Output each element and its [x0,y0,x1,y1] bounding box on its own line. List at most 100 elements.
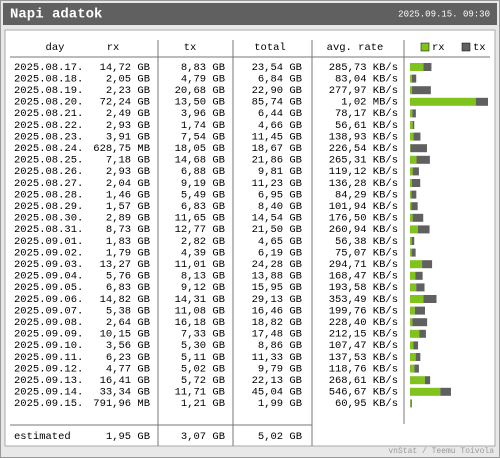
tx-bar [411,248,416,257]
day-cell: 2025.08.26. [14,166,83,178]
tx-bar [412,318,428,327]
day-cell: 2025.09.05. [14,282,83,294]
rx-bar [410,155,417,164]
total-cell: 11,33 GB [252,352,302,364]
day-cell: 2025.08.20. [14,97,83,109]
total-cell: 16,46 GB [252,305,302,317]
rx-bar [410,341,414,350]
rx-cell: 2,49 GB [106,108,150,120]
rx-bar [410,283,417,292]
tx-bar [412,86,431,95]
total-cell: 21,50 GB [252,224,302,236]
rx-cell: 2,23 GB [106,85,150,97]
day-cell: 2025.09.03. [14,259,83,271]
tx-bar [411,74,417,83]
total-cell: 8,86 GB [258,340,302,352]
rx-cell: 2,64 GB [106,317,150,329]
tx-bar [411,179,421,187]
tx-cell: 7,54 GB [181,131,225,143]
total-cell: 22,90 GB [252,85,302,97]
rx-cell: 16,41 GB [100,375,150,387]
rx-cell: 791,96 MB [93,398,150,410]
tx-cell: 14,68 GB [175,155,225,167]
total-cell: 6,95 GB [258,189,302,201]
column-header: day [46,42,65,54]
total-cell: 4,65 GB [258,236,302,248]
tx-bar [414,364,419,373]
rx-bar [410,86,413,95]
total-cell: 21,86 GB [252,155,302,167]
avg-rate-cell: 107,47 KB/s [329,340,398,352]
total-cell: 23,54 GB [252,62,302,74]
tx-bar [410,144,427,153]
rx-bar [410,329,420,338]
rx-cell: 5,38 GB [106,305,150,317]
rx-bar [410,109,413,118]
header-title: Napi adatok [10,7,102,23]
rx-bar [410,225,418,234]
rx-cell: 6,83 GB [106,282,150,294]
tx-bar [414,306,425,315]
estimated-tx: 3,07 GB [181,431,225,443]
avg-rate-cell: 260,94 KB/s [329,224,398,236]
total-cell: 6,19 GB [258,247,302,259]
total-cell: 9,79 GB [258,363,302,375]
avg-rate-cell: 101,94 KB/s [329,201,398,213]
day-cell: 2025.09.06. [14,294,83,306]
avg-rate-cell: 168,47 KB/s [329,271,398,283]
day-cell: 2025.09.14. [14,387,83,399]
estimated-rx: 1,95 GB [106,431,150,443]
rx-cell: 5,76 GB [106,271,150,283]
day-cell: 2025.09.07. [14,305,83,317]
rx-bar [410,399,411,408]
tx-cell: 11,71 GB [175,387,225,399]
tx-cell: 12,77 GB [175,224,225,236]
tx-bar [475,97,488,106]
rx-bar [410,179,412,187]
avg-rate-cell: 353,49 KB/s [329,294,398,306]
day-cell: 2025.08.27. [14,178,83,190]
rx-bar [410,318,413,327]
avg-rate-cell: 294,71 KB/s [329,259,398,271]
tx-cell: 9,12 GB [181,282,225,294]
avg-rate-cell: 212,15 KB/s [329,329,398,341]
day-cell: 2025.08.21. [14,108,83,120]
day-cell: 2025.09.01. [14,236,83,248]
day-cell: 2025.09.13. [14,375,83,387]
tx-bar [419,329,426,338]
rx-cell: 3,91 GB [106,131,150,143]
tx-cell: 4,79 GB [181,73,225,85]
rx-cell: 1,57 GB [106,201,150,213]
day-cell: 2025.08.19. [14,85,83,97]
total-cell: 1,99 GB [258,398,302,410]
tx-bar [416,283,425,292]
rx-bar [410,190,412,199]
tx-bar [411,190,417,199]
tx-cell: 16,18 GB [175,317,225,329]
tx-bar [424,376,431,385]
day-cell: 2025.08.30. [14,213,83,225]
tx-cell: 5,72 GB [181,375,225,387]
rx-bar [410,63,424,71]
day-cell: 2025.09.08. [14,317,83,329]
rx-bar [410,132,414,141]
tx-cell: 5,30 GB [181,340,225,352]
tx-bar [423,295,437,303]
rx-bar [410,260,423,269]
rx-cell: 10,15 GB [100,329,150,341]
column-header: tx [184,42,197,54]
rx-cell: 13,27 GB [100,259,150,271]
rx-cell: 14,72 GB [100,62,150,74]
day-cell: 2025.09.09. [14,329,83,341]
rx-bar [410,213,413,222]
tx-cell: 6,83 GB [181,201,225,213]
avg-rate-cell: 199,76 KB/s [329,305,398,317]
avg-rate-cell: 137,53 KB/s [329,352,398,364]
rx-cell: 14,82 GB [100,294,150,306]
total-cell: 15,95 GB [252,282,302,294]
tx-cell: 7,33 GB [181,329,225,341]
day-cell: 2025.09.10. [14,340,83,352]
rx-cell: 628,75 MB [93,143,150,155]
day-cell: 2025.08.17. [14,62,83,74]
